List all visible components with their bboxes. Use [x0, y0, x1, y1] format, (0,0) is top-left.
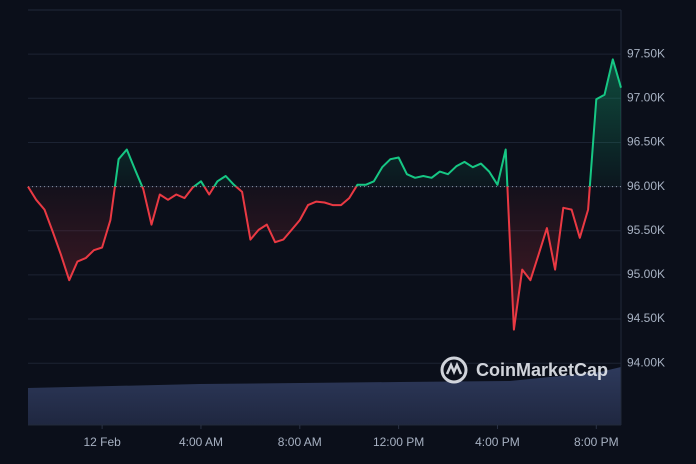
x-tick-label: 4:00 PM: [475, 435, 520, 449]
y-tick-label: 96.50K: [627, 135, 665, 149]
y-tick-label: 97.00K: [627, 90, 665, 104]
y-tick-label: 94.50K: [627, 311, 665, 325]
grid: [28, 53, 621, 364]
x-tick-label: 4:00 AM: [179, 435, 223, 449]
y-tick-label: 94.00K: [627, 355, 665, 369]
x-tick-label: 12 Feb: [83, 435, 121, 449]
y-tick-label: 96.00K: [627, 179, 665, 193]
x-tick-label: 8:00 PM: [574, 435, 619, 449]
y-tick-label: 95.00K: [627, 267, 665, 281]
y-tick-label: 95.50K: [627, 223, 665, 237]
x-tick-label: 8:00 AM: [278, 435, 322, 449]
watermark: CoinMarketCap: [440, 356, 608, 384]
price-line: [27, 58, 622, 331]
watermark-logo: [440, 356, 468, 384]
watermark-logo: [445, 361, 463, 376]
x-tick-label: 12:00 PM: [373, 435, 424, 449]
y-tick-label: 97.50K: [627, 46, 665, 60]
plot: [27, 58, 622, 331]
volume-area: [28, 367, 621, 425]
watermark-text: CoinMarketCap: [476, 360, 608, 380]
area: [28, 59, 621, 330]
